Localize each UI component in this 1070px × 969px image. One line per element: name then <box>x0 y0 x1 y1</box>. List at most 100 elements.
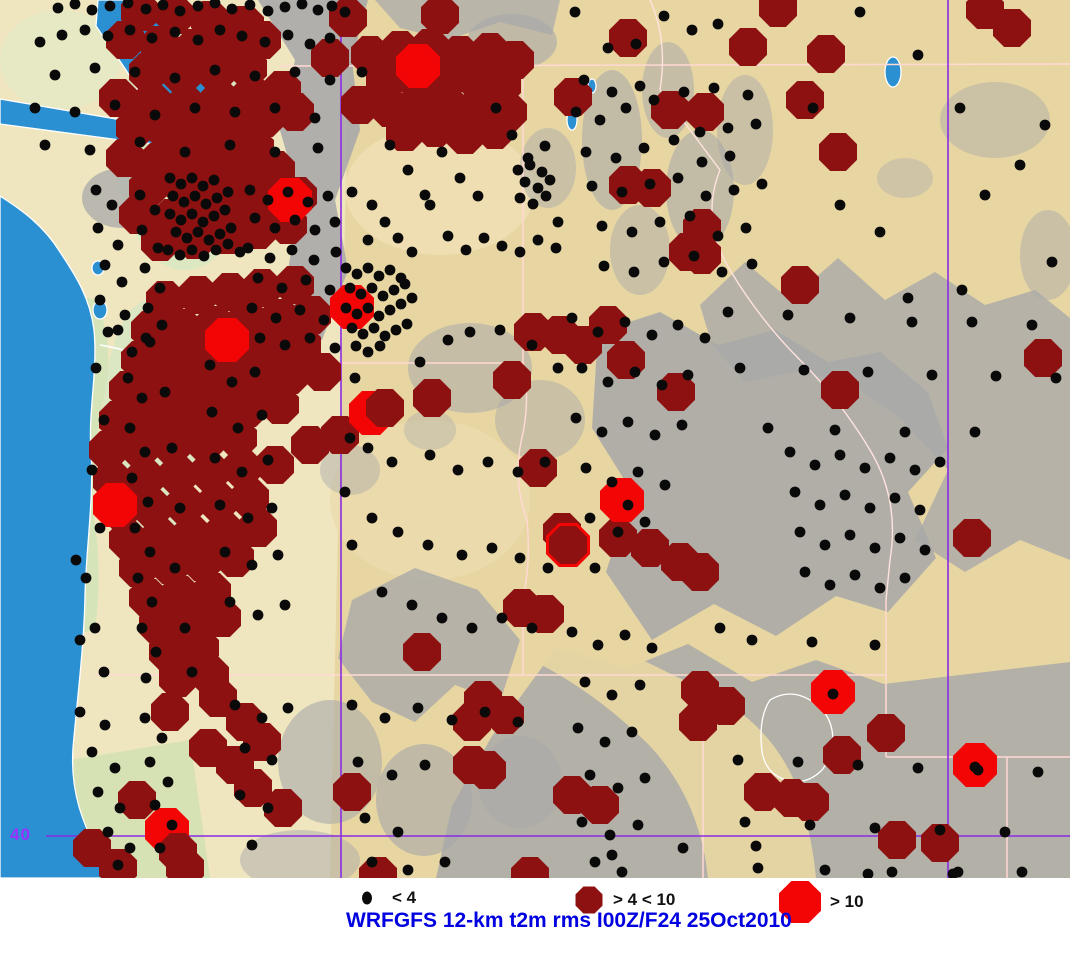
station-marker-rms-lt4 <box>506 129 518 141</box>
station-marker-rms-lt4 <box>954 102 966 114</box>
station-marker-rms-lt4 <box>162 776 174 788</box>
station-marker-rms-4to10 <box>819 133 857 171</box>
station-marker-rms-4to10 <box>821 371 859 409</box>
plot-title: WRFGFS 12-km t2m rms I00Z/F24 25Oct2010 <box>346 909 792 932</box>
station-marker-rms-lt4 <box>324 284 336 296</box>
station-marker-rms-4to10 <box>149 113 187 151</box>
station-marker-rms-lt4 <box>602 376 614 388</box>
park-boundary-outline <box>760 693 834 783</box>
station-marker-rms-lt4 <box>514 246 526 258</box>
station-marker-rms-lt4 <box>102 30 114 42</box>
station-marker-rms-lt4 <box>318 314 330 326</box>
station-marker-rms-lt4 <box>269 146 281 158</box>
station-marker-rms-lt4 <box>1050 372 1062 384</box>
station-marker-rms-lt4 <box>69 106 81 118</box>
station-marker-rms-4to10 <box>271 356 309 394</box>
station-marker-rms-lt4 <box>206 406 218 418</box>
station-marker-rms-lt4 <box>266 502 278 514</box>
station-marker-rms-4to10 <box>403 633 441 671</box>
station-marker-rms-lt4 <box>39 139 51 151</box>
station-marker-rms-lt4 <box>844 529 856 541</box>
station-marker-rms-lt4 <box>98 666 110 678</box>
station-marker-rms-lt4 <box>894 532 906 544</box>
station-marker-rms-lt4 <box>308 254 320 266</box>
station-marker-rms-lt4 <box>236 30 248 42</box>
station-marker-rms-4to10 <box>1024 339 1062 377</box>
station-marker-rms-lt4 <box>859 462 871 474</box>
station-marker-rms-lt4 <box>834 199 846 211</box>
station-marker-rms-lt4 <box>402 164 414 176</box>
station-marker-rms-lt4 <box>594 114 606 126</box>
station-marker-rms-lt4 <box>346 186 358 198</box>
station-marker-rms-lt4 <box>436 612 448 624</box>
station-marker-rms-4to10 <box>476 111 514 149</box>
station-marker-rms-lt4 <box>750 118 762 130</box>
station-marker-rms-lt4 <box>362 262 374 274</box>
station-marker-rms-4to10 <box>549 526 587 564</box>
station-marker-rms-4to10 <box>679 703 717 741</box>
station-marker-rms-lt4 <box>94 522 106 534</box>
station-marker-rms-lt4 <box>340 262 352 274</box>
station-marker-rms-4to10 <box>173 366 211 404</box>
station-marker-rms-lt4 <box>132 572 144 584</box>
station-marker-rms-lt4 <box>140 332 152 344</box>
station-marker-rms-lt4 <box>254 332 266 344</box>
station-marker-rms-lt4 <box>532 182 544 194</box>
station-marker-rms-lt4 <box>29 102 41 114</box>
station-marker-rms-lt4 <box>154 842 166 854</box>
station-marker-rms-lt4 <box>746 634 758 646</box>
station-marker-rms-lt4 <box>366 282 378 294</box>
station-marker-rms-lt4 <box>589 856 601 868</box>
station-marker-rms-lt4 <box>262 194 274 206</box>
station-marker-rms-lt4 <box>379 712 391 724</box>
station-marker-rms-lt4 <box>586 180 598 192</box>
station-marker-rms-lt4 <box>714 622 726 634</box>
station-marker-rms-lt4 <box>226 3 238 15</box>
station-marker-rms-lt4 <box>934 824 946 836</box>
station-marker-rms-lt4 <box>578 74 590 86</box>
station-marker-rms-4to10 <box>729 28 767 66</box>
station-marker-rms-lt4 <box>98 414 110 426</box>
station-marker-rms-lt4 <box>136 622 148 634</box>
station-marker-rms-lt4 <box>252 272 264 284</box>
station-marker-rms-lt4 <box>874 226 886 238</box>
station-marker-rms-4to10 <box>151 693 189 731</box>
station-marker-rms-4to10 <box>786 81 824 119</box>
station-marker-rms-lt4 <box>156 732 168 744</box>
station-marker-rms-lt4 <box>756 178 768 190</box>
station-marker-rms-lt4 <box>373 310 385 322</box>
station-marker-rms-lt4 <box>34 36 46 48</box>
station-marker-rms-lt4 <box>362 234 374 246</box>
station-marker-rms-lt4 <box>169 26 181 38</box>
station-marker-rms-lt4 <box>146 596 158 608</box>
station-marker-rms-lt4 <box>175 178 187 190</box>
station-marker-rms-lt4 <box>419 189 431 201</box>
station-marker-rms-lt4 <box>750 840 762 852</box>
station-marker-rms-lt4 <box>356 66 368 78</box>
station-marker-rms-lt4 <box>716 266 728 278</box>
station-marker-rms-lt4 <box>134 189 146 201</box>
station-marker-rms-lt4 <box>157 0 169 11</box>
station-marker-rms-lt4 <box>572 722 584 734</box>
station-marker-rms-lt4 <box>576 362 588 374</box>
station-marker-rms-lt4 <box>658 10 670 22</box>
station-marker-rms-lt4 <box>368 322 380 334</box>
station-marker-rms-lt4 <box>604 829 616 841</box>
station-marker-rms-lt4 <box>214 499 226 511</box>
station-marker-rms-lt4 <box>844 312 856 324</box>
station-marker-rms-lt4 <box>339 6 351 18</box>
station-marker-rms-lt4 <box>124 422 136 434</box>
station-marker-rms-lt4 <box>566 312 578 324</box>
station-marker-rms-lt4 <box>197 180 209 192</box>
station-marker-rms-4to10 <box>186 423 224 461</box>
station-marker-rms-lt4 <box>269 222 281 234</box>
station-marker-rms-lt4 <box>646 329 658 341</box>
station-marker-rms-lt4 <box>686 24 698 36</box>
station-marker-rms-lt4 <box>296 0 308 10</box>
station-marker-rms-lt4 <box>89 62 101 74</box>
station-marker-rms-lt4 <box>658 256 670 268</box>
station-marker-rms-lt4 <box>827 688 839 700</box>
station-marker-rms-lt4 <box>174 249 186 261</box>
station-marker-rms-4to10 <box>554 78 592 116</box>
